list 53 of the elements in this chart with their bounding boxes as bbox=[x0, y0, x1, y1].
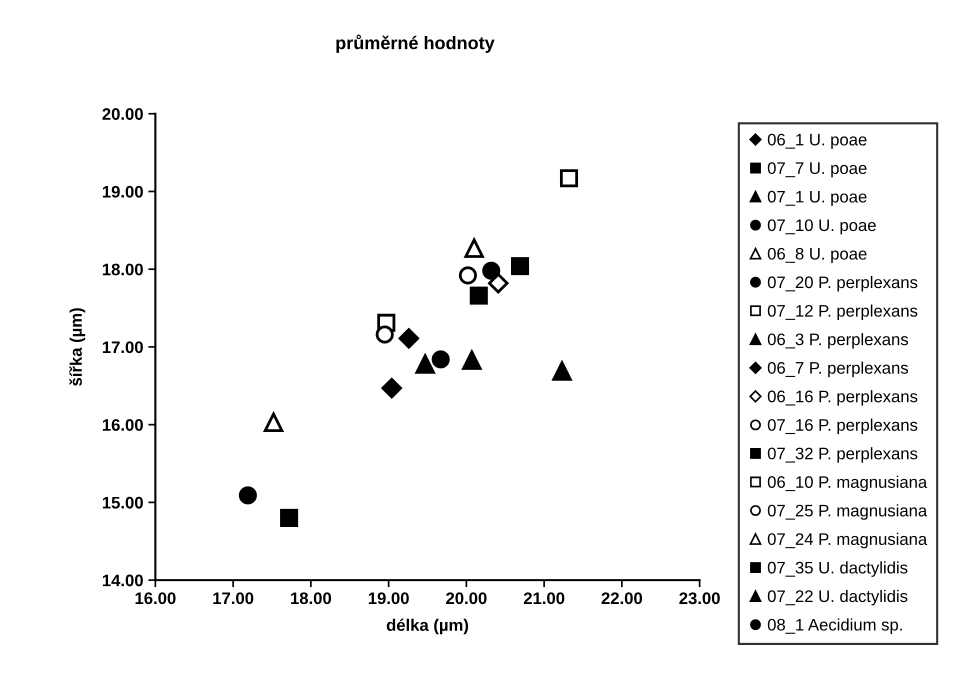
legend-label: 07_10 U. poae bbox=[768, 219, 876, 234]
point bbox=[382, 378, 402, 398]
y-tick-label: 16.00 bbox=[102, 419, 143, 431]
legend-label: 07_20 P. perplexans bbox=[768, 276, 918, 292]
y-axis-title: šířka (µm) bbox=[69, 308, 86, 386]
legend-label: 08_1 Aecidium sp. bbox=[768, 618, 902, 634]
legend-label: 07_22 U. dactylidis bbox=[768, 590, 908, 606]
point bbox=[462, 350, 482, 370]
legend-label: 07_35 U. dactylidis bbox=[768, 561, 908, 577]
point bbox=[376, 325, 394, 344]
legend-label: 06_1 U. poae bbox=[768, 134, 867, 149]
legend-label: 06_3 P. perplexans bbox=[768, 333, 908, 349]
point bbox=[560, 169, 578, 188]
legend-label: 07_1 U. poae bbox=[768, 190, 867, 206]
point bbox=[415, 354, 435, 374]
y-tick-label: 20.00 bbox=[102, 108, 143, 120]
x-tick-label: 17.00 bbox=[213, 592, 254, 604]
legend-label: 06_7 P. perplexans bbox=[768, 362, 908, 378]
legend-label: 06_10 P. magnusiana bbox=[768, 476, 928, 492]
x-axis-title: délka (µm) bbox=[386, 618, 468, 634]
chart-title: průměrné hodnoty bbox=[336, 34, 495, 53]
legend-label: 06_8 U. poae bbox=[768, 248, 867, 263]
legend-label: 06_16 P. perplexans bbox=[768, 390, 918, 406]
point bbox=[238, 486, 257, 504]
y-tick-label: 18.00 bbox=[102, 264, 143, 276]
y-tick-label: 14.00 bbox=[102, 574, 143, 586]
y-tick-label: 15.00 bbox=[102, 496, 143, 509]
point bbox=[458, 266, 477, 284]
point bbox=[488, 272, 508, 294]
x-tick-label: 20.00 bbox=[446, 592, 487, 604]
point bbox=[482, 262, 500, 280]
x-tick-label: 21.00 bbox=[524, 592, 564, 604]
legend-label: 07_32 P. perplexans bbox=[768, 447, 918, 463]
x-tick-label: 19.00 bbox=[368, 592, 409, 604]
legend-label: 07_24 P. magnusiana bbox=[768, 532, 928, 548]
point bbox=[264, 412, 284, 432]
legend-label: 07_25 P. magnusiana bbox=[768, 504, 928, 520]
y-tick-label: 19.00 bbox=[102, 186, 143, 198]
legend-label: 07_12 P. perplexans bbox=[768, 304, 918, 320]
point bbox=[510, 257, 530, 276]
x-tick-label: 22.00 bbox=[602, 592, 642, 604]
point bbox=[552, 361, 572, 381]
point bbox=[398, 328, 420, 349]
point bbox=[280, 508, 298, 527]
y-tick-label: 17.00 bbox=[102, 341, 143, 354]
point bbox=[464, 238, 484, 258]
legend-label: 07_16 P. perplexans bbox=[768, 418, 918, 434]
legend-label: 07_7 U. poae bbox=[768, 162, 867, 178]
x-tick-label: 23.00 bbox=[679, 592, 720, 604]
x-tick-label: 18.00 bbox=[291, 592, 332, 604]
point bbox=[432, 350, 450, 368]
point bbox=[470, 286, 488, 305]
x-tick-label: 16.00 bbox=[136, 592, 176, 604]
